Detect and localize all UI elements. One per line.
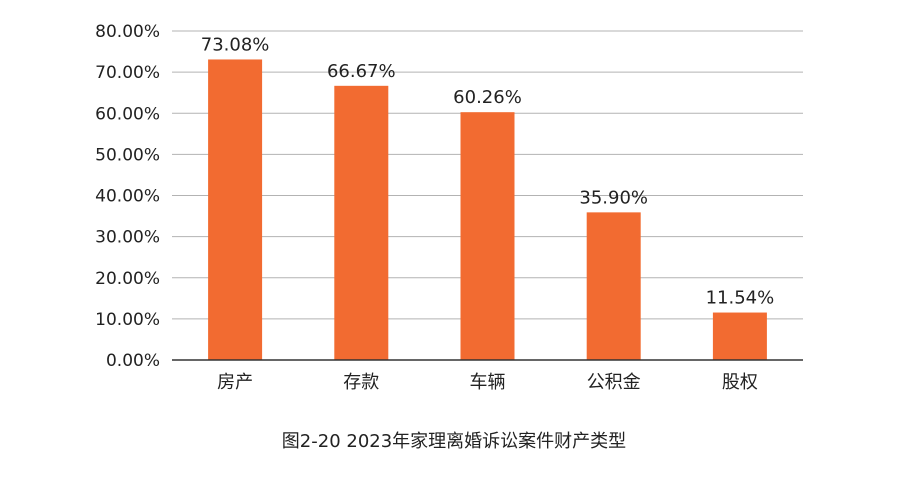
data-label: 60.26% [453, 87, 522, 108]
bars [208, 59, 767, 361]
data-labels: 73.08% 66.67% 60.26% 35.90% 11.54% [201, 34, 774, 308]
bar [208, 59, 263, 361]
x-category-label: 股权 [722, 372, 758, 393]
y-tick-label: 60.00% [95, 104, 160, 124]
x-axis-categories: 房产 存款 车辆 公积金 股权 [217, 372, 758, 393]
x-category-label: 存款 [343, 372, 379, 393]
bar [712, 312, 767, 360]
x-category-label: 车辆 [470, 372, 506, 393]
y-tick-label: 20.00% [95, 269, 160, 289]
y-tick-label: 70.00% [95, 63, 160, 83]
y-tick-label: 10.00% [95, 310, 160, 330]
data-label: 11.54% [706, 288, 775, 309]
y-tick-label: 50.00% [95, 145, 160, 165]
data-label: 73.08% [201, 34, 270, 55]
data-label: 66.67% [327, 61, 396, 82]
x-category-label: 公积金 [587, 372, 641, 393]
y-tick-label: 80.00% [95, 22, 160, 42]
data-label: 35.90% [579, 187, 648, 208]
x-category-label: 房产 [217, 372, 253, 393]
y-tick-label: 40.00% [95, 187, 160, 207]
y-tick-label: 0.00% [106, 351, 160, 371]
bar [460, 112, 515, 360]
bar [334, 85, 389, 360]
chart-caption: 图2-20 2023年家理离婚诉讼案件财产类型 [281, 431, 627, 452]
y-axis-ticks: 0.00% 10.00% 20.00% 30.00% 40.00% 50.00% 60.00… [95, 22, 160, 371]
bar [586, 212, 641, 360]
y-tick-label: 30.00% [95, 228, 160, 248]
